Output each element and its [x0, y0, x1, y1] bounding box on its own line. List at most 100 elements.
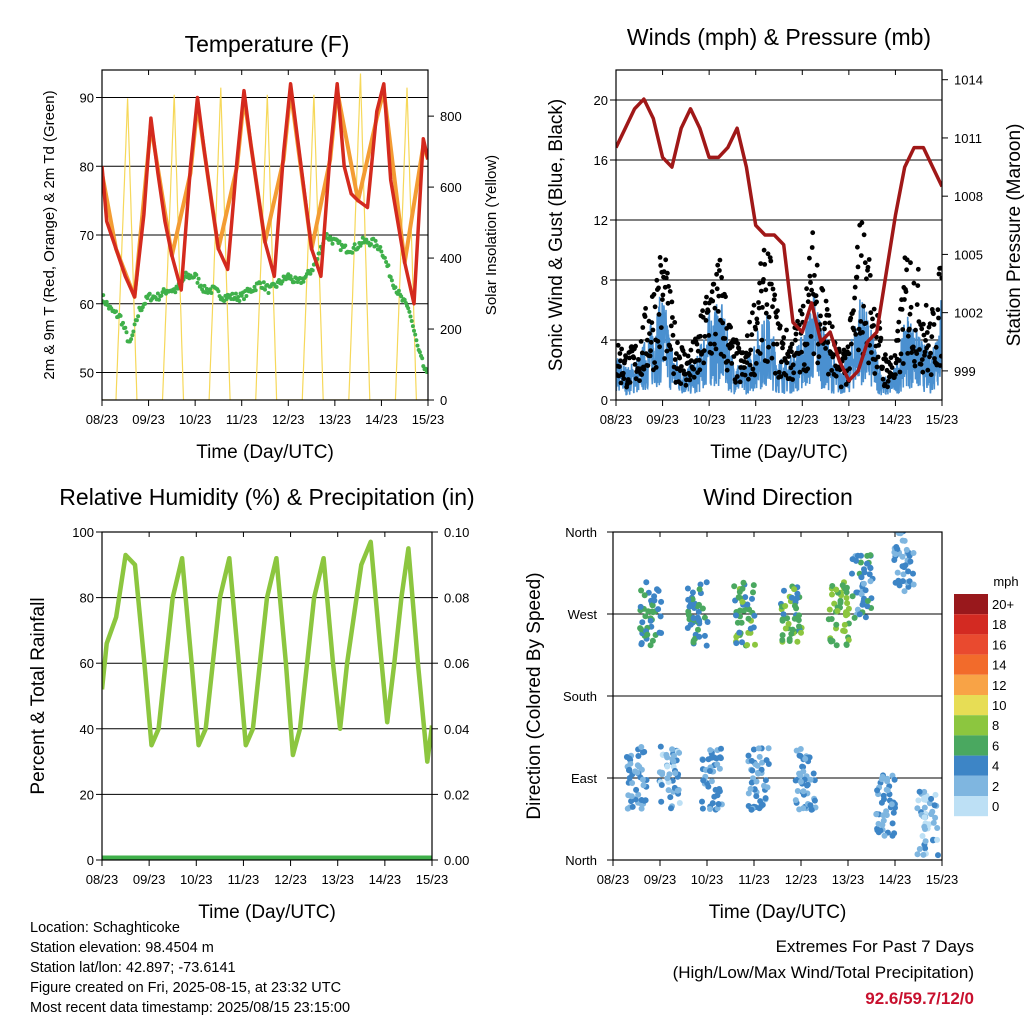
gust-point	[812, 273, 817, 278]
gust-point	[754, 316, 760, 322]
direction-point	[696, 601, 702, 608]
direction-point	[639, 776, 646, 783]
gust-point	[816, 354, 822, 360]
chart-title: Wind Direction	[703, 484, 853, 510]
gust-point	[801, 362, 807, 367]
direction-point	[784, 615, 791, 622]
extremes-subtitle: (High/Low/Max Wind/Total Precipitation)	[672, 963, 974, 982]
chart-title: Relative Humidity (%) & Precipitation (i…	[59, 484, 474, 510]
direction-point	[796, 612, 802, 619]
series-2m-t	[102, 82, 428, 306]
legend-swatch	[954, 735, 988, 756]
gust-point	[763, 310, 769, 316]
direction-point	[779, 632, 786, 639]
direction-point	[689, 589, 696, 596]
direction-point	[699, 605, 706, 612]
gust-point	[910, 344, 916, 350]
direction-point	[932, 791, 939, 798]
gust-point	[808, 280, 813, 285]
gust-point	[907, 311, 913, 317]
station-info: Location: Schaghticoke Station elevation…	[30, 918, 350, 1018]
gust-point	[717, 268, 722, 273]
direction-point	[900, 571, 907, 578]
direction-point	[733, 640, 740, 647]
plot-area	[102, 73, 428, 400]
gust-point	[805, 299, 811, 305]
direction-point	[890, 809, 897, 816]
gust-point	[724, 367, 730, 373]
direction-point	[649, 637, 656, 644]
direction-point	[878, 799, 885, 806]
legend-title: mph	[993, 574, 1018, 589]
direction-point	[802, 755, 809, 762]
direction-point	[737, 607, 743, 614]
gust-point	[672, 357, 678, 362]
direction-point	[696, 618, 703, 625]
x-tick-label: 10/23	[179, 412, 212, 427]
gust-point	[809, 245, 815, 250]
gust-point	[781, 335, 787, 340]
direction-point	[638, 805, 645, 812]
direction-point	[747, 785, 754, 792]
gust-point	[658, 325, 664, 330]
gust-point	[642, 314, 648, 319]
direction-point	[893, 544, 900, 550]
direction-point	[875, 829, 882, 836]
x-tick-label: 11/23	[226, 412, 258, 427]
legend-swatch	[954, 715, 988, 736]
gust-point	[898, 351, 904, 357]
td-point	[369, 242, 373, 247]
gust-point	[666, 284, 671, 289]
td-point	[389, 278, 394, 283]
gust-point	[761, 277, 766, 282]
direction-point	[858, 574, 865, 581]
direction-point	[744, 601, 751, 608]
gust-point	[733, 379, 738, 385]
direction-point	[866, 571, 873, 578]
gust-point	[658, 263, 664, 268]
direction-point	[641, 592, 648, 599]
gust-point	[669, 299, 675, 305]
gust-point	[889, 365, 895, 370]
direction-point	[901, 564, 908, 571]
x-tick-label: 10/23	[693, 412, 726, 427]
direction-point	[659, 769, 666, 776]
y-tick-label-right: 600	[440, 180, 462, 195]
direction-point	[744, 642, 751, 648]
gust-point	[924, 330, 930, 335]
gust-point	[896, 358, 902, 363]
gust-point	[648, 348, 653, 354]
gust-point	[869, 350, 874, 355]
extremes-box: Extremes For Past 7 Days (High/Low/Max W…	[673, 934, 974, 1012]
direction-point	[849, 570, 855, 577]
y-tick-label-right: 0.00	[444, 853, 469, 868]
td-point	[382, 255, 387, 260]
direction-point	[745, 752, 752, 759]
gust-point	[734, 374, 740, 379]
direction-point	[635, 791, 642, 798]
direction-point	[794, 590, 801, 597]
direction-point	[833, 621, 840, 628]
gust-point	[643, 306, 648, 311]
gust-point	[793, 337, 798, 343]
gust-point	[919, 357, 925, 362]
direction-point	[826, 606, 833, 613]
gust-point	[717, 257, 723, 263]
direction-point	[695, 626, 701, 633]
direction-point	[856, 611, 863, 618]
x-tick-label: 14/23	[879, 872, 912, 887]
y-axis-label: Direction (Colored By Speed)	[524, 572, 545, 819]
x-tick-label: 09/23	[133, 872, 166, 887]
y-tick-label: West	[568, 607, 598, 622]
gust-point	[670, 315, 675, 320]
gust-point	[774, 341, 780, 347]
gust-point	[650, 327, 656, 333]
gust-point	[731, 354, 737, 359]
gust-point	[655, 338, 661, 344]
direction-point	[764, 784, 771, 791]
gust-point	[704, 294, 709, 300]
gust-point	[728, 324, 733, 330]
gust-point	[772, 370, 778, 376]
direction-point	[854, 606, 861, 613]
x-tick-label: 09/23	[646, 412, 679, 427]
